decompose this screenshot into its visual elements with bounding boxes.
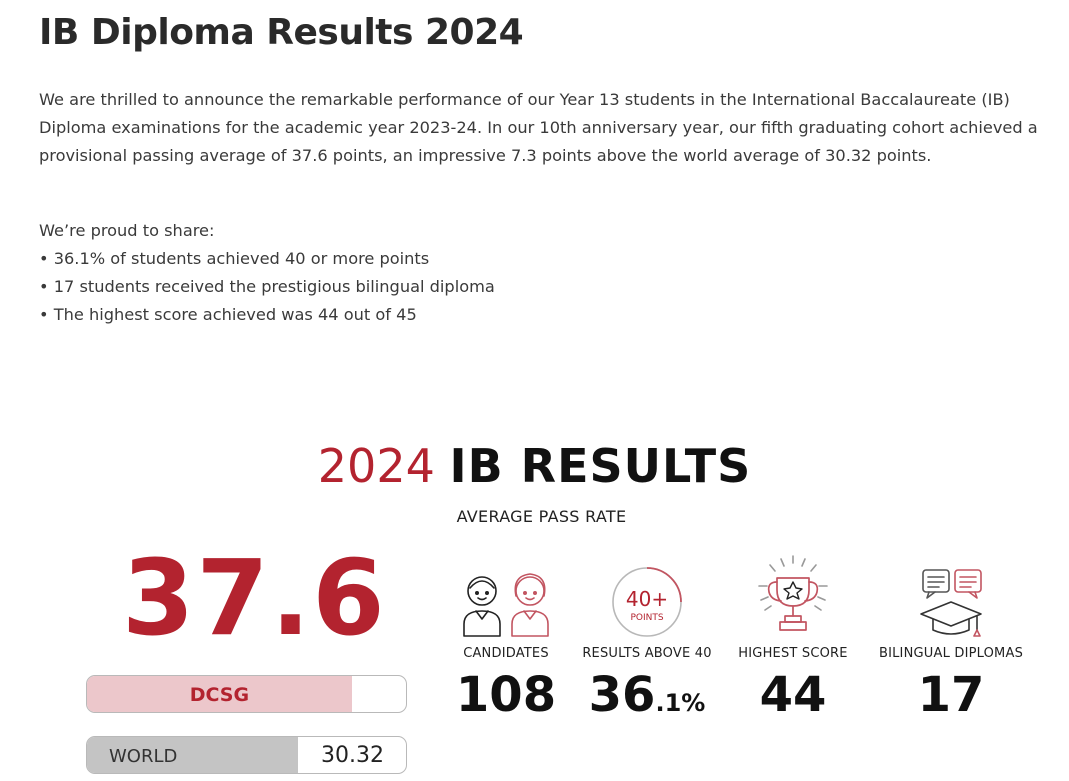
world-bar-value: 30.32 bbox=[321, 743, 384, 768]
badge-text: POINTS bbox=[630, 613, 663, 623]
average-pass-rate-label: AVERAGE PASS RATE bbox=[456, 507, 627, 526]
stat-bilingual-diplomas: BILINGUAL DIPLOMAS 17 bbox=[870, 566, 1032, 723]
proud-heading: We’re proud to share: bbox=[39, 221, 215, 240]
world-bar: WORLD 30.32 bbox=[86, 736, 407, 774]
stat-value-main: 36 bbox=[588, 667, 656, 723]
dcsg-bar: DCSG bbox=[86, 675, 407, 713]
stat-value-suffix: .1% bbox=[655, 689, 706, 717]
intro-paragraph: We are thrilled to announce the remarkab… bbox=[39, 90, 1038, 165]
40-points-badge-icon: 40+ POINTS bbox=[612, 567, 682, 637]
average-score-value: 37.6 bbox=[122, 537, 387, 659]
world-bar-label: WORLD bbox=[109, 746, 178, 767]
stat-results-above-40: 40+ POINTS RESULTS ABOVE 40 36.1% bbox=[576, 566, 718, 731]
page-title: IB Diploma Results 2024 bbox=[39, 12, 524, 53]
stat-label: CANDIDATES bbox=[463, 646, 549, 661]
list-item: The highest score achieved was 44 out of… bbox=[39, 301, 495, 329]
stat-value: 36.1% bbox=[576, 667, 718, 731]
list-item: 17 students received the prestigious bil… bbox=[39, 273, 495, 301]
world-bar-fill bbox=[87, 737, 298, 773]
results-heading-year: 2024 bbox=[317, 439, 435, 493]
stat-value: 44 bbox=[759, 667, 827, 723]
results-heading-text: IB RESULTS bbox=[449, 439, 752, 493]
stat-value: 108 bbox=[455, 667, 557, 723]
stat-label: HIGHEST SCORE bbox=[738, 646, 848, 661]
results-heading: 2024 IB RESULTS bbox=[0, 436, 1069, 496]
stat-label: BILINGUAL DIPLOMAS bbox=[878, 646, 1024, 661]
student-pair-icon bbox=[463, 573, 549, 637]
speech-bubbles-grad-cap-icon bbox=[920, 569, 982, 637]
stat-label: RESULTS ABOVE 40 bbox=[582, 646, 712, 661]
stat-highest-score: HIGHEST SCORE 44 bbox=[730, 552, 856, 723]
trophy-icon bbox=[758, 555, 828, 631]
list-item: 36.1% of students achieved 40 or more po… bbox=[39, 245, 495, 273]
dcsg-bar-label: DCSG bbox=[189, 684, 250, 706]
badge-number: 40+ bbox=[626, 587, 668, 611]
dcsg-bar-fill bbox=[87, 676, 352, 712]
highlights-list: 36.1% of students achieved 40 or more po… bbox=[39, 245, 495, 329]
stat-value: 17 bbox=[917, 667, 985, 723]
stat-candidates: CANDIDATES 108 bbox=[448, 566, 564, 723]
